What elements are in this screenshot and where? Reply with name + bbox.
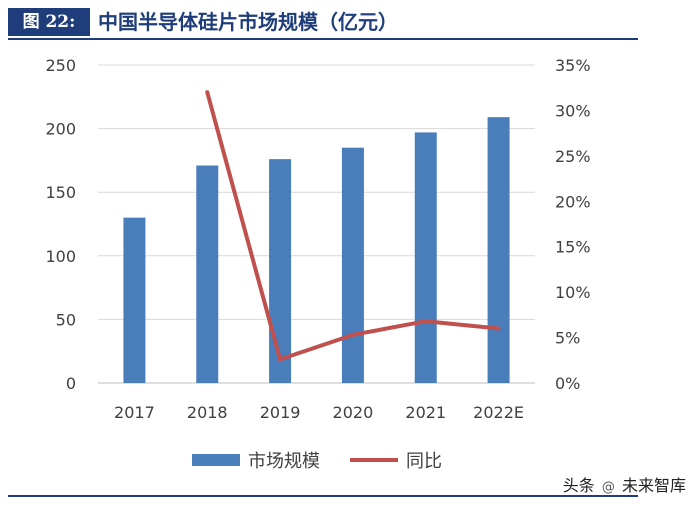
- watermark-name: 未来智库: [621, 476, 686, 495]
- y-left-tick-label: 100: [45, 247, 76, 266]
- x-tick-label: 2017: [114, 403, 155, 422]
- figure-label: 图 22:: [8, 8, 90, 36]
- x-tick-label: 2022E: [473, 403, 524, 422]
- x-tick-label: 2019: [260, 403, 301, 422]
- bar: [487, 117, 510, 383]
- at-icon: @: [601, 480, 615, 495]
- y-right-tick-label: 5%: [555, 329, 580, 348]
- bar: [123, 217, 146, 383]
- figure-title: 中国半导体硅片市场规模（亿元）: [98, 10, 398, 34]
- line-point: [423, 319, 428, 324]
- y-left-tick-label: 0: [66, 374, 76, 393]
- line-point: [278, 357, 283, 362]
- bar: [341, 147, 364, 383]
- y-left-tick-label: 50: [56, 310, 76, 329]
- y-left-tick-label: 150: [45, 183, 76, 202]
- line-point: [350, 332, 355, 337]
- bar: [196, 165, 219, 383]
- y-right-tick-label: 15%: [555, 238, 591, 257]
- x-tick-label: 2018: [187, 403, 228, 422]
- y-right-tick-label: 30%: [555, 101, 591, 120]
- bottom-divider: [8, 495, 638, 497]
- y-right-tick-label: 20%: [555, 192, 591, 211]
- y-right-tick-label: 10%: [555, 283, 591, 302]
- bar: [269, 159, 292, 383]
- watermark-prefix: 头条: [562, 476, 595, 495]
- x-tick-label: 2021: [405, 403, 446, 422]
- y-right-tick-label: 35%: [555, 56, 591, 75]
- y-right-tick-label: 25%: [555, 147, 591, 166]
- figure-header: 图 22: 中国半导体硅片市场规模（亿元）: [8, 4, 638, 40]
- y-left-tick-label: 200: [45, 120, 76, 139]
- y-right-tick-label: 0%: [555, 374, 580, 393]
- watermark: 头条 @ 未来智库: [563, 472, 686, 496]
- line-point: [205, 90, 210, 95]
- legend-label-bar: 市场规模: [248, 451, 320, 472]
- x-tick-label: 2020: [333, 403, 374, 422]
- bar: [414, 132, 437, 383]
- legend-swatch-bar: [192, 454, 240, 466]
- legend-label-line: 同比: [406, 451, 442, 472]
- y-left-tick-label: 250: [45, 56, 76, 75]
- line-point: [496, 326, 501, 331]
